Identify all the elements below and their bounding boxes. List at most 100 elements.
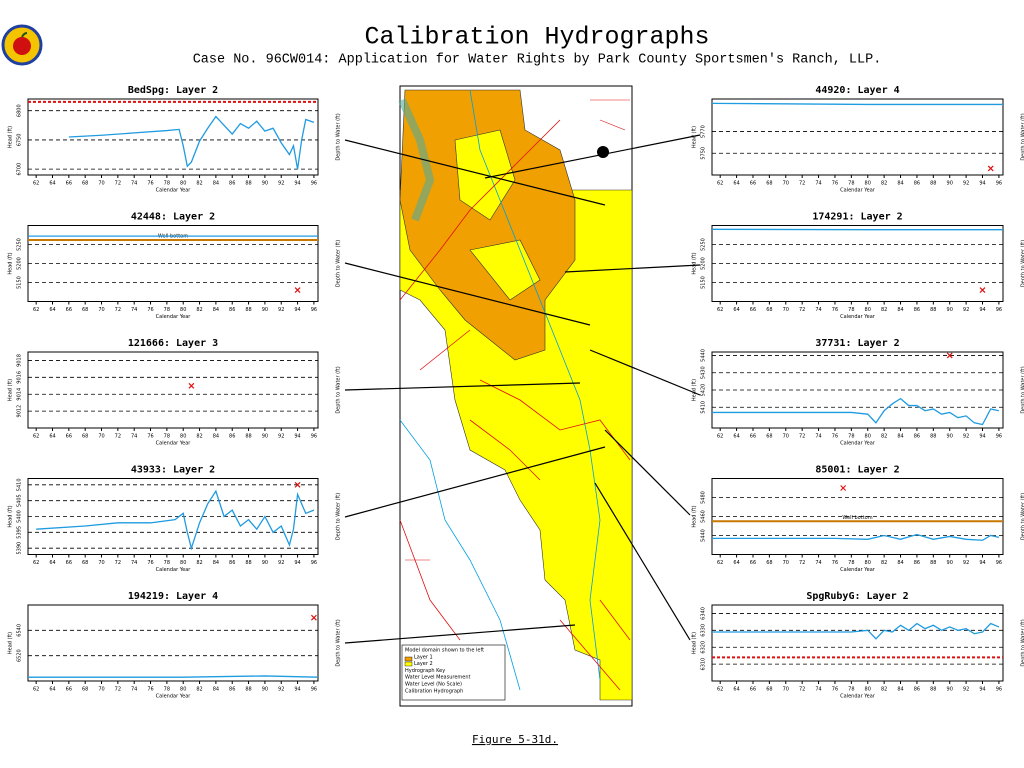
x-tick-label: 96 [311,307,317,313]
x-tick-label: 64 [49,181,55,187]
map-legend-text: Model domain shown to the left [405,648,484,654]
x-axis-label: Calendar Year [840,441,876,447]
x-tick-label: 64 [733,307,739,313]
x-tick-label: 66 [750,181,756,187]
y2-axis-label: Depth to Water (ft) [336,240,342,287]
y2-axis-label: Depth to Water (ft) [336,493,342,540]
x-tick-label: 92 [278,181,284,187]
hydrograph: 43933: Layer 2 5390 5395 5400 5405 5410 62 64 66… [8,465,342,574]
x-tick-label: 74 [131,560,137,566]
x-tick-label: 66 [66,307,72,313]
x-tick-label: 88 [930,307,936,313]
x-tick-label: 80 [865,687,871,693]
y-axis-label: Head (ft) [8,379,14,401]
x-tick-label: 82 [881,687,887,693]
x-tick-label: 92 [278,560,284,566]
x-tick-label: 70 [98,687,104,693]
x-tick-label: 90 [947,307,953,313]
x-tick-label: 74 [815,687,821,693]
x-tick-label: 84 [897,687,903,693]
y2-axis-label: Depth to Water (ft) [1021,366,1024,413]
hydrograph: 42448: Layer 2 5150 5200 5250 62 64 66 68 70 72 74… [8,212,342,321]
x-tick-label: 94 [979,434,985,440]
y-axis-label: Head (ft) [692,252,698,274]
x-tick-label: 84 [213,560,219,566]
x-tick-label: 78 [848,560,854,566]
x-tick-label: 78 [848,307,854,313]
y2-axis-label: Depth to Water (ft) [1021,493,1024,540]
x-tick-label: 76 [147,181,153,187]
x-tick-label: 88 [930,687,936,693]
x-tick-label: 84 [213,181,219,187]
chart-title: BedSpg: Layer 2 [128,85,218,96]
x-tick-label: 86 [914,434,920,440]
x-tick-label: 76 [147,307,153,313]
x-tick-label: 82 [196,687,202,693]
x-tick-label: 96 [311,560,317,566]
hydrograph: SpgRubyG: Layer 2 6310 6320 6330 6340 62 64 66 6… [692,591,1024,700]
measurement [188,382,195,389]
x-tick-label: 76 [147,687,153,693]
x-tick-label: 78 [164,307,170,313]
y-tick-label: 5420 [701,384,707,397]
x-tick-label: 94 [294,560,300,566]
y-tick-label: 9012 [17,405,23,418]
x-tick-label: 88 [245,434,251,440]
x-tick-label: 86 [914,560,920,566]
x-tick-label: 84 [897,560,903,566]
x-tick-label: 80 [180,307,186,313]
x-axis-label: Calendar Year [156,694,192,700]
x-tick-label: 86 [229,307,235,313]
hydrograph: 37731: Layer 2 5410 5420 5430 5440 62 64 66 68 70… [692,338,1024,447]
x-tick-label: 64 [49,307,55,313]
x-tick-label: 80 [180,560,186,566]
x-tick-label: 86 [229,560,235,566]
x-tick-label: 74 [131,687,137,693]
x-tick-label: 90 [947,434,953,440]
x-tick-label: 92 [963,687,969,693]
y-tick-label: 5250 [701,238,707,251]
x-tick-label: 84 [213,434,219,440]
x-tick-label: 90 [947,560,953,566]
x-tick-label: 76 [832,181,838,187]
x-tick-label: 92 [963,560,969,566]
x-axis-label: Calendar Year [840,694,876,700]
map-legend-text: Layer 1 [414,654,433,660]
x-tick-label: 68 [766,687,772,693]
x-tick-label: 86 [914,181,920,187]
x-tick-label: 92 [278,434,284,440]
y-tick-label: 6330 [701,624,707,637]
x-tick-label: 92 [278,307,284,313]
x-tick-label: 62 [33,687,39,693]
y-tick-label: 6320 [701,641,707,654]
y-axis-label: Head (ft) [8,632,14,654]
x-axis-label: Calendar Year [840,314,876,320]
x-tick-label: 64 [733,181,739,187]
y-axis-label: Head (ft) [8,126,14,148]
x-axis-label: Calendar Year [840,567,876,573]
y-tick-label: 5395 [17,526,23,539]
x-tick-label: 78 [848,687,854,693]
x-tick-label: 94 [294,307,300,313]
page-title: Calibration Hydrographs [364,23,709,52]
measurement [294,481,301,488]
x-tick-label: 94 [979,307,985,313]
x-tick-label: 82 [881,307,887,313]
y-tick-label: 9016 [17,371,23,384]
reference-label: Well bottom [842,515,872,521]
x-tick-label: 94 [294,687,300,693]
x-tick-label: 86 [914,307,920,313]
x-tick-label: 78 [848,181,854,187]
x-tick-label: 64 [49,560,55,566]
plot-area [27,604,319,682]
y-tick-label: 5750 [701,147,707,160]
x-tick-label: 96 [311,434,317,440]
measurement [840,485,847,491]
x-tick-label: 80 [180,434,186,440]
x-tick-label: 82 [196,560,202,566]
x-axis-label: Calendar Year [156,314,192,320]
x-axis-label: Calendar Year [156,441,192,447]
y-axis-label: Head (ft) [692,505,698,527]
y-axis-label: Head (ft) [8,252,14,274]
x-tick-label: 64 [733,687,739,693]
